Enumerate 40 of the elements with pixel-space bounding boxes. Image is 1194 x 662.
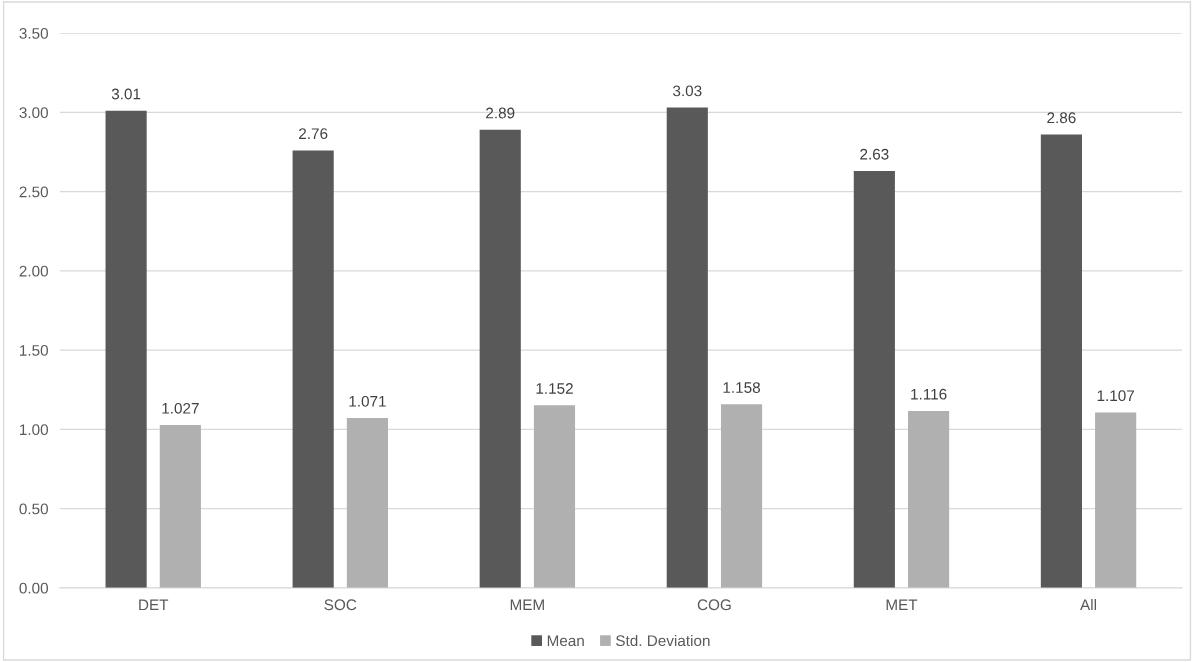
bar: [292, 150, 334, 588]
data-label: 1.158: [723, 382, 760, 393]
data-label: 1.107: [1097, 390, 1134, 402]
x-tick-label: COG: [697, 599, 731, 611]
y-tick-label: 3.50: [19, 27, 48, 39]
x-tick-label: SOC: [324, 599, 357, 611]
bar: [346, 418, 388, 588]
y-tick-label: 3.00: [19, 107, 48, 119]
bar: [105, 110, 147, 588]
x-tick-label: MEM: [510, 599, 544, 611]
data-label: 1.071: [349, 395, 386, 407]
x-tick-label: All: [1080, 598, 1096, 611]
bar: [666, 107, 708, 588]
bar: [853, 171, 895, 588]
y-tick-label: 2.00: [19, 265, 48, 277]
bar: [720, 404, 763, 588]
legend-label: Mean: [547, 635, 584, 647]
bar: [1095, 412, 1137, 588]
data-label: 2.63: [860, 148, 889, 160]
data-label: 1.027: [162, 402, 199, 414]
bar: [479, 129, 521, 588]
y-tick-label: 1.50: [20, 344, 48, 356]
data-label: 3.03: [673, 85, 702, 97]
data-label: 1.152: [536, 383, 573, 394]
bar: [159, 425, 201, 588]
x-tick-label: DET: [139, 599, 169, 611]
data-label: 3.01: [111, 88, 141, 100]
bar: [533, 405, 576, 588]
y-tick-label: 2.50: [19, 186, 48, 198]
data-label: 2.89: [486, 107, 515, 119]
data-label: 1.116: [911, 388, 947, 400]
bar: [908, 410, 950, 588]
x-tick-label: MET: [886, 599, 918, 611]
y-tick-label: 0.50: [19, 503, 48, 515]
y-tick-label: 0.00: [19, 582, 48, 594]
data-label: 2.86: [1047, 112, 1076, 124]
legend-label: Std. Deviation: [616, 634, 710, 647]
data-label: 2.76: [299, 128, 328, 140]
bar: [1040, 134, 1082, 588]
y-tick-label: 1.00: [20, 424, 48, 436]
